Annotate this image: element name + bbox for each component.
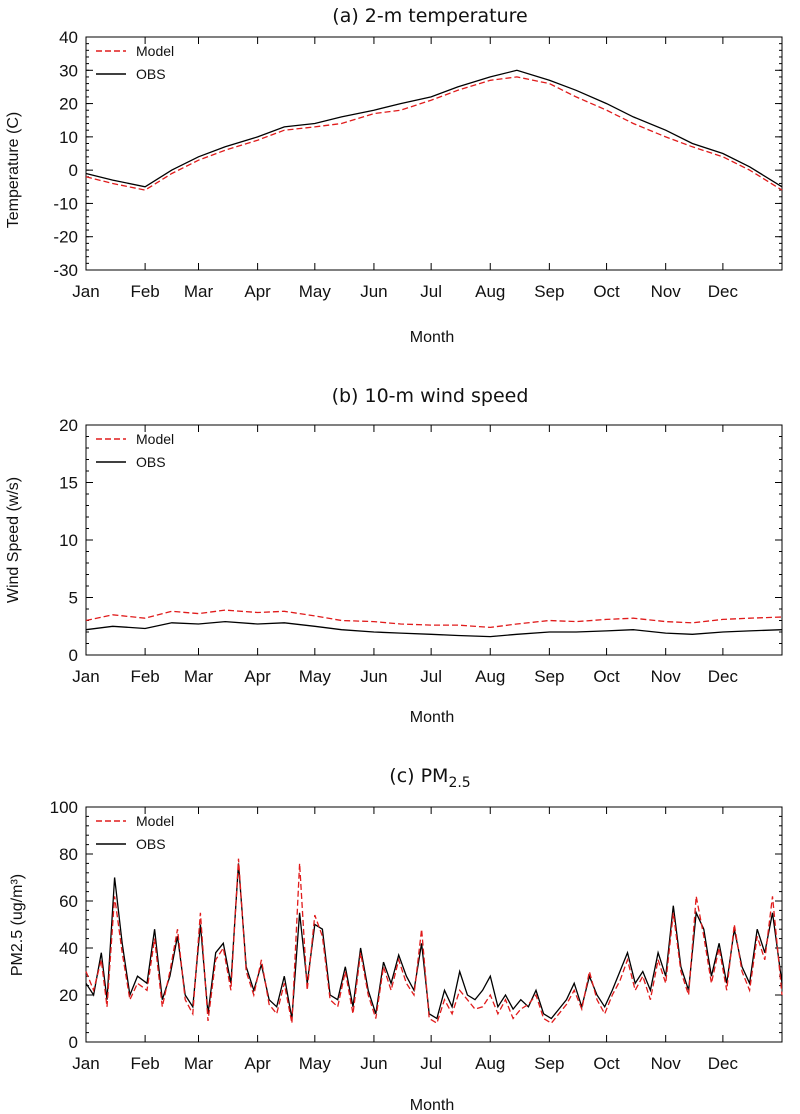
- legend-label-model: Model: [136, 43, 174, 59]
- y-tick-label: 40: [59, 939, 78, 958]
- panel-c-title: (c) PM2.5: [389, 765, 470, 791]
- y-tick-label: 0: [69, 646, 78, 665]
- legend-label-obs: OBS: [136, 836, 166, 852]
- x-tick-label: Nov: [651, 282, 682, 301]
- legend-label-obs: OBS: [136, 66, 166, 82]
- series-model-line: [85, 858, 783, 1025]
- x-tick-label: Jan: [72, 282, 99, 301]
- y-tick-label: 30: [59, 61, 78, 80]
- series-model-line: [85, 76, 783, 191]
- x-tick-label: May: [299, 1054, 332, 1073]
- x-tick-label: Aug: [475, 1054, 505, 1073]
- panel-b-plot: 0 5 10 15 20 Jan Feb Mar Apr May Jun Jul Aug Sep Oct No…: [59, 416, 783, 686]
- x-tick-label: Jan: [72, 1054, 99, 1073]
- panel-a: (a) 2-m temperature Month Temperature (C…: [5, 5, 783, 346]
- x-tick-label: Apr: [244, 282, 271, 301]
- plot-frame: [85, 36, 783, 271]
- series-obs-line: [85, 69, 783, 188]
- legend: Model OBS: [96, 813, 174, 852]
- panel-b-xlabel: Month: [410, 709, 454, 726]
- y-tick-label: 40: [59, 28, 78, 47]
- x-tick-label: May: [299, 667, 332, 686]
- legend: Model OBS: [96, 43, 174, 82]
- plot-frame: [85, 806, 783, 1043]
- x-tick-label: Jun: [360, 1054, 387, 1073]
- legend-label-model: Model: [136, 431, 174, 447]
- panel-c-ylabel: PM2.5 (ug/m³): [9, 874, 26, 976]
- y-tick-label: 5: [69, 589, 78, 608]
- legend-label-obs: OBS: [136, 454, 166, 470]
- legend-label-model: Model: [136, 813, 174, 829]
- panel-a-plot: -30 -20 -10 0 10 20 30 40 Jan Feb Mar Apr May Jun Jul A…: [53, 28, 783, 301]
- x-tick-label: Jul: [420, 1054, 442, 1073]
- y-tick-label: 80: [59, 845, 78, 864]
- y-tick-label: 0: [69, 161, 78, 180]
- x-tick-label: Dec: [708, 1054, 739, 1073]
- y-tick-label: 0: [69, 1033, 78, 1052]
- panel-a-title: (a) 2-m temperature: [332, 5, 527, 27]
- legend: Model OBS: [96, 431, 174, 470]
- x-tick-label: Aug: [475, 667, 505, 686]
- panel-b-title: (b) 10-m wind speed: [332, 385, 529, 407]
- y-tick-label: -20: [53, 228, 78, 247]
- series-obs-line: [85, 863, 783, 1020]
- y-tick-label: 20: [59, 95, 78, 114]
- panel-b: (b) 10-m wind speed Month Wind Speed (w/…: [5, 385, 783, 726]
- panel-c-plot: 0 20 40 60 80 100 Jan Feb Mar Apr May Jun Jul Aug Sep O…: [50, 798, 783, 1073]
- x-tick-label: Dec: [708, 282, 739, 301]
- series-model-line: [85, 609, 783, 629]
- x-tick-label: Feb: [130, 282, 159, 301]
- x-tick-label: Jun: [360, 667, 387, 686]
- x-tick-label: Jul: [420, 282, 442, 301]
- x-tick-label: Feb: [130, 667, 159, 686]
- x-tick-label: Sep: [534, 282, 564, 301]
- x-tick-label: Aug: [475, 282, 505, 301]
- panel-c: (c) PM2.5 Month PM2.5 (ug/m³) 0 20 40 60 80 1…: [9, 765, 783, 1114]
- panel-c-title-sub: 2.5: [448, 775, 470, 791]
- panel-b-ylabel: Wind Speed (w/s): [5, 477, 22, 603]
- panel-a-xlabel: Month: [410, 329, 454, 346]
- y-tick-label: 20: [59, 986, 78, 1005]
- y-tick-label: 10: [59, 531, 78, 550]
- y-tick-label: 15: [59, 474, 78, 493]
- x-tick-label: Apr: [244, 667, 271, 686]
- x-tick-label: Nov: [651, 1054, 682, 1073]
- y-tick-label: 20: [59, 416, 78, 435]
- plot-frame: [85, 424, 783, 656]
- x-tick-label: Jan: [72, 667, 99, 686]
- y-tick-label: 10: [59, 128, 78, 147]
- series-obs-line: [85, 620, 783, 638]
- x-tick-label: Nov: [651, 667, 682, 686]
- y-tick-label: 100: [50, 798, 78, 817]
- x-tick-label: Mar: [184, 1054, 214, 1073]
- x-tick-label: Sep: [534, 667, 564, 686]
- x-tick-label: Oct: [593, 1054, 620, 1073]
- x-tick-label: May: [299, 282, 332, 301]
- panel-a-ylabel: Temperature (C): [5, 112, 22, 228]
- x-tick-label: Dec: [708, 667, 739, 686]
- y-tick-label: -30: [53, 261, 78, 280]
- x-tick-label: Jun: [360, 282, 387, 301]
- x-tick-label: Jul: [420, 667, 442, 686]
- y-tick-label: 60: [59, 892, 78, 911]
- y-tick-label: -10: [53, 194, 78, 213]
- x-tick-label: Oct: [593, 282, 620, 301]
- x-tick-label: Feb: [130, 1054, 159, 1073]
- x-tick-label: Sep: [534, 1054, 564, 1073]
- x-tick-label: Mar: [184, 667, 214, 686]
- x-tick-label: Mar: [184, 282, 214, 301]
- x-tick-label: Oct: [593, 667, 620, 686]
- panel-c-title-main: (c) PM: [389, 765, 448, 787]
- x-tick-label: Apr: [244, 1054, 271, 1073]
- panel-c-xlabel: Month: [410, 1097, 454, 1114]
